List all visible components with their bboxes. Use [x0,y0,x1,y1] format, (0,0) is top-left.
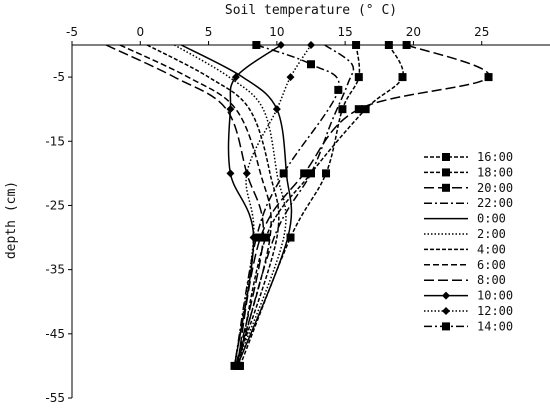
x-tick-label: 0 [136,25,144,39]
data-point-1600 [352,41,361,49]
series-line-800 [105,44,265,367]
data-point-2000 [300,169,309,178]
y-tick-label: -45 [45,327,65,341]
legend-marker-1800 [442,168,450,177]
legend-label-600: 6:00 [477,258,506,272]
data-point-1400 [334,85,343,94]
legend-marker-1000 [442,291,450,300]
legend-item-1400: 14:00 [424,319,513,333]
series-line-1000 [227,44,282,367]
legend-item-2000: 20:00 [424,181,513,195]
data-point-1600 [338,105,347,114]
y-axis-title: depth (cm) [4,181,19,259]
series-line-400 [146,44,280,367]
data-point-1200 [307,41,315,49]
data-point-1400 [307,60,315,69]
legend-item-000: 0:00 [424,212,506,226]
series-1800 [234,41,407,370]
x-axis-title: Soil temperature (° C) [225,3,397,18]
series-line-600 [119,44,272,367]
legend-label-000: 0:00 [477,212,506,226]
series-line-2000 [236,44,490,367]
data-point-1200 [286,73,295,82]
legend-item-2200: 22:00 [424,196,513,210]
y-tick-label: -25 [45,198,65,212]
legend-marker-1400 [442,322,450,331]
series-2200 [236,44,355,367]
series-1400 [230,41,343,370]
x-tick-label: 15 [338,25,353,39]
legend-item-200: 2:00 [424,227,506,241]
legend-item-1800: 18:00 [424,165,513,179]
x-tick-label: 5 [205,25,213,39]
legend-label-1000: 10:00 [477,289,513,303]
x-tick-label: 25 [474,25,489,39]
y-tick-label: -55 [45,391,65,405]
legend-label-1800: 18:00 [477,165,513,179]
data-point-1000 [226,105,235,114]
series-000 [180,44,293,367]
axes: -5 0 5 10 15 20 25 -5 -15 -25 -35 -45 -55 [45,25,550,405]
x-tick-label: 20 [406,25,421,39]
data-point-1400 [252,233,261,242]
legend-label-800: 8:00 [477,273,506,287]
data-point-1600 [322,169,331,178]
legend-label-2200: 22:00 [477,196,513,210]
data-point-1000 [231,73,240,82]
series-2000 [233,41,493,370]
data-point-2000 [354,105,363,114]
series-line-200 [174,44,287,367]
data-point-1200 [272,105,281,114]
data-point-1400 [279,169,288,178]
series-200 [174,44,287,367]
data-point-2000 [484,73,493,82]
series-400 [146,44,280,367]
data-point-1800 [398,73,407,82]
legend-label-1600: 16:00 [477,150,513,164]
legend-item-1000: 10:00 [424,289,513,303]
legend-label-1400: 14:00 [477,319,513,333]
legend-item-1600: 16:00 [424,150,513,164]
x-tick-label: -5 [66,25,78,39]
series-line-1400 [233,44,340,367]
data-point-1600 [354,73,363,82]
legend-label-200: 2:00 [477,227,506,241]
data-point-1400 [230,361,239,370]
series-line-000 [180,44,293,367]
data-point-1000 [276,41,285,49]
series-line-1800 [237,44,404,367]
legend-label-1200: 12:00 [477,304,513,318]
legend-item-800: 8:00 [424,273,506,287]
legend-marker-1200 [442,307,450,315]
data-point-1200 [242,169,251,178]
y-tick-label: -35 [45,263,65,277]
legend-label-2000: 20:00 [477,181,513,195]
data-point-2000 [256,233,265,242]
data-point-2000 [402,41,411,49]
legend-item-400: 4:00 [424,242,506,256]
series-800 [105,44,265,367]
legend-marker-1600 [442,153,450,161]
series-layer [105,41,493,370]
data-point-1000 [226,169,235,178]
data-point-1400 [252,41,261,49]
data-point-1600 [286,233,295,242]
x-tick-label: 10 [269,25,284,39]
y-tick-label: -15 [45,134,65,148]
data-point-1800 [361,105,370,114]
y-tick-label: -5 [53,70,65,84]
legend-marker-2000 [442,183,450,192]
series-600 [119,44,272,367]
series-line-2200 [236,44,355,367]
data-point-1800 [261,233,270,242]
legend-item-1200: 12:00 [424,304,513,318]
legend-item-600: 6:00 [424,258,506,272]
legend-label-400: 4:00 [477,242,506,256]
data-point-1800 [384,41,393,49]
